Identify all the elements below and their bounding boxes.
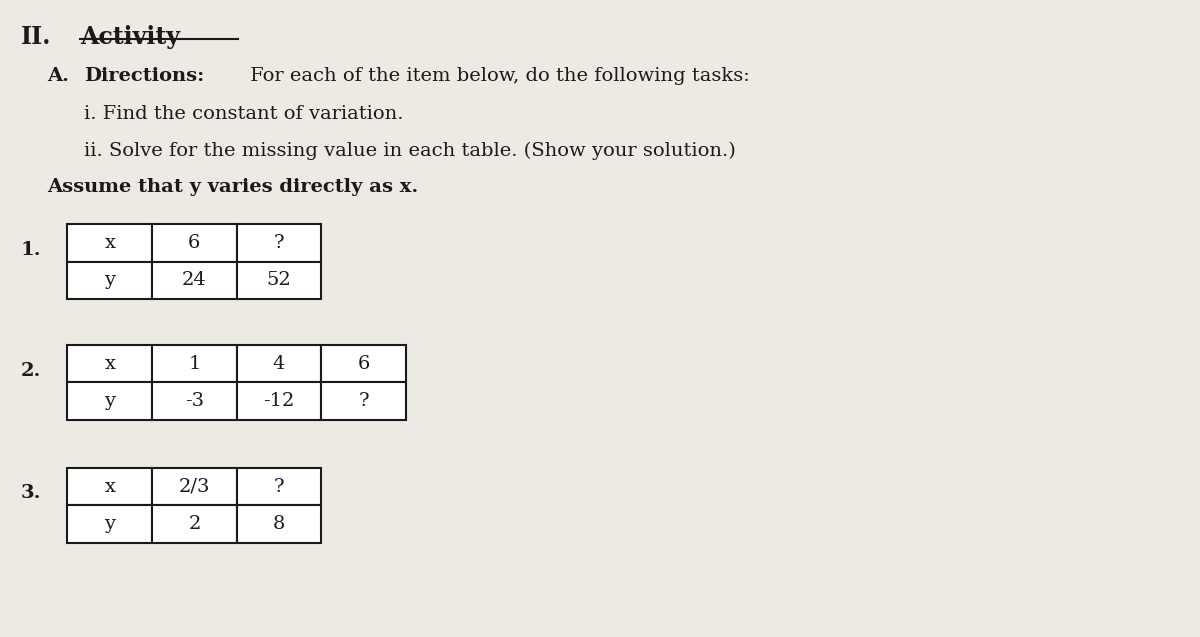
Bar <box>236 505 322 543</box>
Bar <box>236 262 322 299</box>
Text: x: x <box>104 355 115 373</box>
Bar <box>67 468 152 505</box>
Text: 2.: 2. <box>20 362 41 380</box>
Text: x: x <box>104 234 115 252</box>
Text: 52: 52 <box>266 271 292 289</box>
Text: 1.: 1. <box>20 241 41 259</box>
Bar <box>67 382 152 420</box>
Text: i. Find the constant of variation.: i. Find the constant of variation. <box>84 105 404 123</box>
Text: y: y <box>104 515 115 533</box>
Text: 6: 6 <box>358 355 370 373</box>
Text: Directions:: Directions: <box>84 68 205 85</box>
Bar <box>236 345 322 382</box>
Text: 8: 8 <box>272 515 286 533</box>
Bar <box>67 224 152 262</box>
Bar <box>152 224 236 262</box>
Text: ?: ? <box>274 234 284 252</box>
Text: -12: -12 <box>263 392 295 410</box>
Bar <box>152 345 236 382</box>
Text: 24: 24 <box>182 271 206 289</box>
Bar <box>236 468 322 505</box>
Text: 2/3: 2/3 <box>179 478 210 496</box>
Text: A.: A. <box>48 68 70 85</box>
Bar <box>322 382 406 420</box>
Bar <box>152 382 236 420</box>
Bar <box>67 262 152 299</box>
Bar <box>236 382 322 420</box>
Bar <box>67 345 152 382</box>
Bar <box>322 345 406 382</box>
Bar <box>67 505 152 543</box>
Bar <box>152 262 236 299</box>
Text: ?: ? <box>359 392 368 410</box>
Text: Assume that y varies directly as x.: Assume that y varies directly as x. <box>48 178 419 196</box>
Text: ii. Solve for the missing value in each table. (Show your solution.): ii. Solve for the missing value in each … <box>84 141 736 160</box>
Text: 1: 1 <box>188 355 200 373</box>
Bar <box>236 224 322 262</box>
Text: -3: -3 <box>185 392 204 410</box>
Text: x: x <box>104 478 115 496</box>
Text: 2: 2 <box>188 515 200 533</box>
Text: 6: 6 <box>188 234 200 252</box>
Text: II.: II. <box>20 25 52 48</box>
Text: 3.: 3. <box>20 483 41 501</box>
Text: 4: 4 <box>272 355 286 373</box>
Text: y: y <box>104 392 115 410</box>
Text: ?: ? <box>274 478 284 496</box>
Text: y: y <box>104 271 115 289</box>
Bar <box>152 505 236 543</box>
Bar <box>152 468 236 505</box>
Text: For each of the item below, do the following tasks:: For each of the item below, do the follo… <box>244 68 750 85</box>
Text: Activity: Activity <box>80 25 180 48</box>
